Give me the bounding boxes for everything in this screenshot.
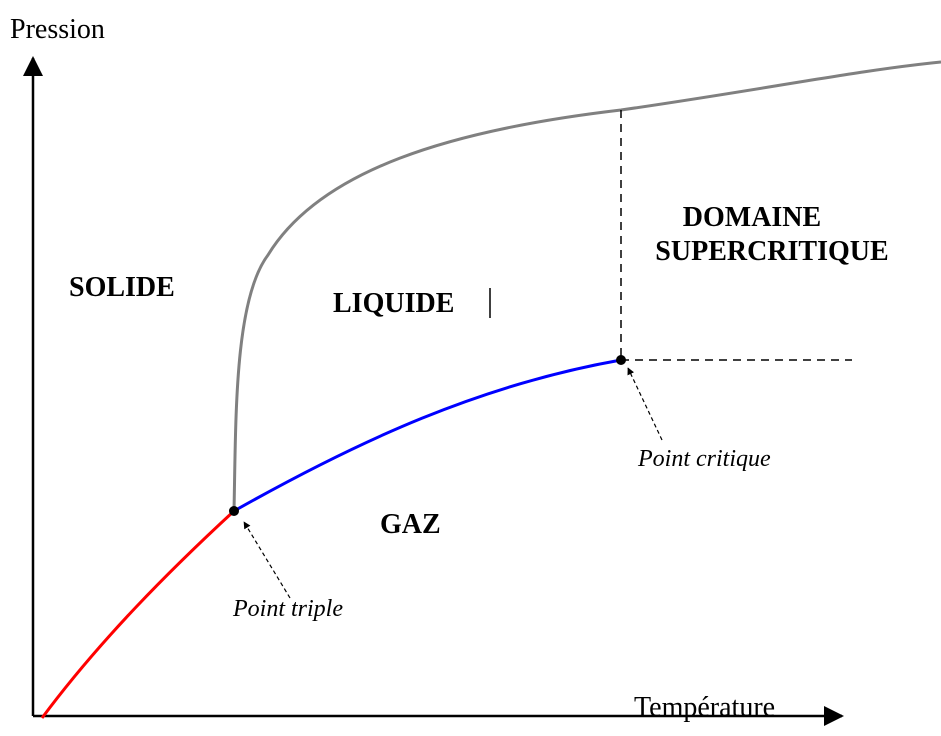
liquid-label: LIQUIDE	[333, 288, 454, 319]
supercritical-label: DOMAINE	[683, 202, 821, 233]
supercritical-label: SUPERCRITIQUE	[655, 236, 888, 267]
critical-point-arrow	[627, 367, 663, 441]
sublimation-curve	[40, 509, 236, 719]
vaporization-curve	[233, 358, 622, 513]
fusion-curve	[232, 60, 941, 512]
gas-label: GAZ	[380, 509, 441, 540]
critical-point	[616, 355, 626, 365]
y-axis-label: Pression	[10, 14, 105, 45]
x-axis-label: Température	[634, 692, 775, 723]
triple-point	[229, 506, 239, 516]
triple-point-label: Point triple	[232, 596, 343, 622]
triple-point-arrow	[243, 521, 291, 599]
solid-label: SOLIDE	[69, 272, 175, 303]
critical-point-label: Point critique	[637, 446, 771, 472]
